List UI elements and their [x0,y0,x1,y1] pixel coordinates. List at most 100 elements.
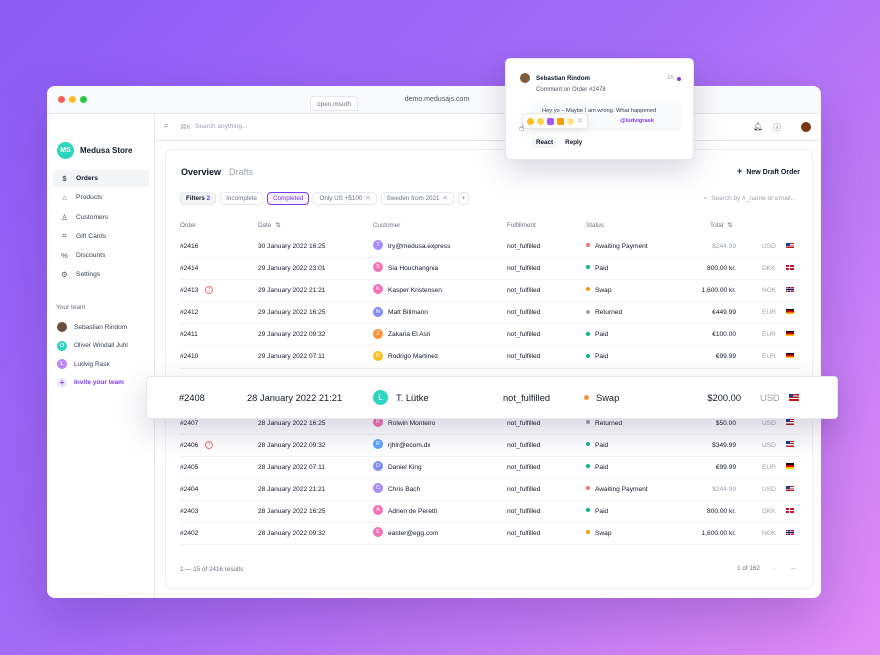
sidebar-item-settings[interactable]: ⚙ Settings [53,266,149,283]
thumbs-up-emoji-icon[interactable] [567,117,574,125]
close-icon[interactable]: ✕ [365,195,371,202]
order-customer: R Rolwin Monteiro [373,413,435,435]
store-switcher[interactable]: MS Medusa Store [57,142,132,159]
team-member[interactable]: Sebastian Rindom [57,318,128,337]
table-row[interactable]: #2414 29 January 2022 23:01 S Sia Houchangn… [180,258,800,281]
sidebar-item-discounts[interactable]: % Discounts [53,247,149,264]
order-total: €99.99 [715,353,736,361]
order-fulfillment: not_fulfilled [507,441,541,449]
sidebar-item-orders[interactable]: $ Orders [53,170,149,187]
invite-team-button[interactable]: + Invite your team [57,374,128,393]
highlighted-order-row[interactable]: #2408 28 January 2022 21:21 L T. Lütke no… [146,376,838,419]
avatar: O [57,340,67,351]
party-emoji-icon[interactable] [557,117,564,125]
store-logo: MS [57,142,74,159]
order-flag [786,236,794,258]
sidebar-item-customers[interactable]: ♙ Customers [53,209,149,226]
order-currency: USD [762,419,776,427]
column-header-total[interactable]: Total ⇅ [710,222,733,229]
table-search-input[interactable]: ⌕ Search by #_name or email... [703,195,796,202]
store-name: Medusa Store [80,146,133,155]
browser-tab[interactable]: open.msuth [310,96,358,111]
team-member[interactable]: O Oliver Windall Juhl [57,337,128,356]
page-indicator: 1 of 162 [737,565,760,572]
table-row[interactable]: #2404 28 January 2022 21:21 C Chris Bach not… [180,479,800,502]
more-emoji-icon[interactable]: ☺ [577,118,584,124]
table-row[interactable]: #2403 28 January 2022 16:25 A Adrien de Per… [180,501,800,524]
sidebar-item-gift-cards[interactable]: ⌗ Gift Cards [53,228,149,245]
order-total: 800.00 kr. [707,508,736,516]
order-id: #2408 [179,393,205,403]
order-date: 28 January 2022 09:32 [258,441,326,449]
minimize-window-icon[interactable] [69,96,76,103]
order-total: €100.00 [712,331,736,339]
filter-chip[interactable]: Only US +$100 ✕ [313,192,377,205]
maximize-window-icon[interactable] [80,96,87,103]
avatar[interactable] [801,122,811,132]
customer-avatar: Z [373,328,383,339]
order-customer: M Matt Billmann [373,302,428,324]
heart-emoji-icon[interactable] [547,117,554,125]
avatar [57,322,67,333]
global-search-input[interactable]: Search anything... [195,123,248,130]
table-row[interactable]: #2411 29 January 2022 09:32 Z Zakaria El As… [180,324,800,347]
order-date: 30 January 2022 16:25 [258,243,326,250]
order-total: $200.00 [707,393,741,403]
team-member-name: Sebastian Rindom [74,323,128,331]
percent-icon: % [61,251,68,261]
order-customer: C Chris Bach [373,479,420,501]
bell-icon[interactable]: 🔔︎ [753,122,764,131]
status-dot-icon [586,309,590,314]
close-icon[interactable]: ✕ [442,195,448,202]
filter-chip[interactable]: Incomplete [220,192,263,205]
order-date: 29 January 2022 21:21 [258,287,326,295]
column-header-date[interactable]: Date ⇅ [258,222,281,229]
table-row[interactable]: #2410 29 January 2022 07:11 R Rodrigo Marti… [180,346,800,369]
filter-chip[interactable]: Completed [266,192,310,205]
comment-mention[interactable]: @ludvigrask [620,118,654,124]
table-row[interactable]: #2405 28 January 2022 07:11 D Daniel King no… [180,457,800,480]
order-status: Awaiting Payment [586,236,648,258]
sidebar-item-products[interactable]: ⌂ Products [53,189,149,206]
next-page-icon[interactable]: → [789,565,796,572]
tab-drafts[interactable]: Drafts [229,167,254,177]
emoji-reaction-bar: ☺ [522,113,589,129]
order-flag [786,457,794,479]
filter-chip[interactable]: Filters 2 [180,192,217,205]
react-button[interactable]: React [532,137,558,148]
team-member[interactable]: L Ludvig Rask [57,355,128,374]
order-id: #2414 [180,265,199,273]
prev-page-icon[interactable]: ← [771,565,778,572]
no-flag-icon [786,286,794,293]
table-row[interactable]: #2407 28 January 2022 16:25 R Rolwin Montei… [180,413,800,435]
order-status: Paid [586,324,608,346]
table-row[interactable]: #2412 29 January 2022 16:25 M Matt Billmann… [180,302,800,325]
laugh-emoji-icon[interactable] [527,117,534,125]
smile-emoji-icon[interactable] [537,117,544,125]
sidebar-item-label: Settings [76,271,101,279]
close-window-icon[interactable] [58,96,65,103]
order-date: 28 January 2022 21:21 [258,486,326,494]
gear-icon: ⚙ [61,270,68,280]
reply-button[interactable]: Reply [565,139,583,146]
user-icon: ♙ [61,212,68,222]
order-date: 28 January 2022 21:21 [247,393,343,403]
add-filter-button[interactable]: + [457,192,470,205]
customer-avatar: M [373,306,383,317]
help-icon[interactable]: ⓘ [773,123,781,132]
column-header-status: Status [586,222,604,229]
order-status: Paid [586,258,608,280]
column-header-fulfillment: Fulfillment [507,222,536,229]
tab-overview[interactable]: Overview [181,167,222,177]
filter-chip[interactable]: Sweden from 2021 ✕ [380,192,454,205]
new-draft-order-button[interactable]: + New Draft Order [737,166,800,176]
status-dot-icon [586,331,590,336]
order-currency: NOK [762,530,777,538]
address-bar[interactable]: demo.medusajs.com [404,96,470,103]
table-row[interactable]: #2413! 29 January 2022 21:21 K Kasper Krist… [180,280,800,303]
order-total: $244.99 [712,243,736,250]
